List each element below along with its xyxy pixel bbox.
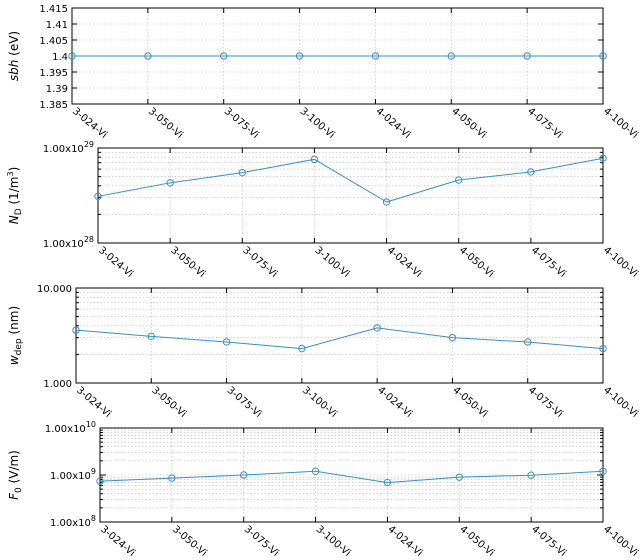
data-point — [371, 52, 380, 60]
y-tick-label: 1.41 — [46, 20, 68, 31]
data-point — [144, 52, 152, 60]
data-point — [373, 324, 381, 332]
x-tick-label: 3-050-Vi — [170, 524, 209, 559]
data-point — [524, 338, 532, 346]
data-point — [455, 473, 463, 481]
x-tick-label: 4-100-Vi — [601, 524, 640, 559]
y-axis-label: wdep (nm) — [7, 306, 24, 365]
y-tick-label: 1.00x109 — [50, 467, 96, 482]
data-point — [166, 179, 174, 187]
series-line — [97, 157, 604, 203]
x-tick-label: 3-050-Vi — [149, 385, 188, 420]
y-tick-label: 10.000 — [37, 284, 72, 295]
y-tick-label: 1.415 — [39, 4, 68, 15]
x-tick-label: 3-050-Vi — [146, 106, 185, 141]
data-point — [447, 52, 455, 60]
x-tick-label: 4-100-Vi — [601, 245, 640, 280]
data-point — [311, 467, 320, 475]
data-point — [72, 326, 80, 334]
x-tick-label: 3-100-Vi — [298, 106, 337, 141]
data-point — [382, 198, 391, 206]
data-point — [96, 477, 104, 485]
y-tick-label: 1.385 — [39, 100, 68, 111]
series-line — [99, 470, 604, 484]
data-point — [147, 332, 155, 341]
data-point — [298, 344, 306, 353]
y-tick-label: 1.39 — [46, 84, 68, 95]
data-point — [68, 52, 76, 60]
x-tick-label: 4-024-Vi — [385, 245, 424, 280]
x-tick-label: 3-075-Vi — [242, 524, 281, 559]
x-tick-label: 3-024-Vi — [74, 385, 113, 420]
plot-frame — [75, 287, 604, 384]
x-tick-label: 3-100-Vi — [313, 245, 352, 280]
data-point — [455, 176, 463, 184]
y-tick-label: 1.00x1028 — [43, 235, 94, 250]
x-tick-label: 3-075-Vi — [222, 106, 261, 141]
x-tick-label: 4-024-Vi — [374, 106, 413, 141]
data-point — [238, 168, 246, 177]
y-axis-label: F0 (V/m) — [7, 450, 24, 500]
data-point — [527, 471, 535, 479]
data-point — [168, 474, 176, 482]
data-point — [240, 471, 248, 479]
y-axis-label: sbh (eV) — [7, 31, 21, 81]
x-tick-label: 3-024-Vi — [96, 245, 135, 280]
y-tick-label: 1.000 — [43, 379, 72, 390]
y-tick-label: 1.4 — [52, 52, 68, 63]
x-tick-label: 4-050-Vi — [449, 106, 488, 141]
data-point — [222, 338, 231, 346]
data-point — [527, 168, 535, 176]
x-tick-label: 4-050-Vi — [451, 385, 490, 420]
x-tick-label: 3-100-Vi — [300, 385, 339, 420]
plot-frame — [97, 147, 604, 244]
x-tick-label: 3-050-Vi — [168, 245, 207, 280]
x-tick-label: 4-050-Vi — [457, 245, 496, 280]
data-point — [383, 478, 392, 487]
data-point — [523, 52, 531, 60]
x-tick-label: 3-075-Vi — [240, 245, 279, 280]
y-tick-label: 1.405 — [39, 36, 68, 47]
grid — [97, 148, 604, 243]
data-point — [599, 344, 607, 353]
y-tick-label: 1.395 — [39, 68, 68, 79]
y-tick-label: 1.00x1010 — [45, 420, 96, 435]
data-point — [448, 333, 457, 342]
data-point — [295, 52, 304, 60]
data-point — [599, 154, 607, 162]
x-tick-label: 4-100-Vi — [601, 106, 640, 141]
x-tick-label: 3-024-Vi — [98, 524, 137, 559]
data-point — [599, 467, 607, 475]
data-point — [220, 52, 228, 60]
x-tick-label: 3-075-Vi — [225, 385, 264, 420]
x-tick-label: 4-075-Vi — [529, 524, 568, 559]
x-tick-label: 4-100-Vi — [601, 385, 640, 420]
data-point — [94, 192, 102, 201]
series-line — [75, 327, 604, 350]
x-tick-label: 3-024-Vi — [70, 106, 109, 141]
y-tick-label: 1.00x108 — [50, 514, 96, 529]
data-point — [310, 155, 319, 164]
x-tick-label: 4-024-Vi — [386, 524, 425, 559]
y-axis-label: ND (1/m3) — [6, 167, 24, 225]
data-point — [599, 52, 607, 60]
grid — [75, 288, 604, 383]
x-tick-label: 4-075-Vi — [525, 106, 564, 141]
x-tick-label: 4-050-Vi — [457, 524, 496, 559]
y-tick-label: 1.00x1029 — [43, 140, 94, 155]
x-tick-label: 4-075-Vi — [526, 385, 565, 420]
x-tick-label: 4-024-Vi — [375, 385, 414, 420]
x-tick-label: 3-100-Vi — [314, 524, 353, 559]
x-tick-label: 4-075-Vi — [529, 245, 568, 280]
